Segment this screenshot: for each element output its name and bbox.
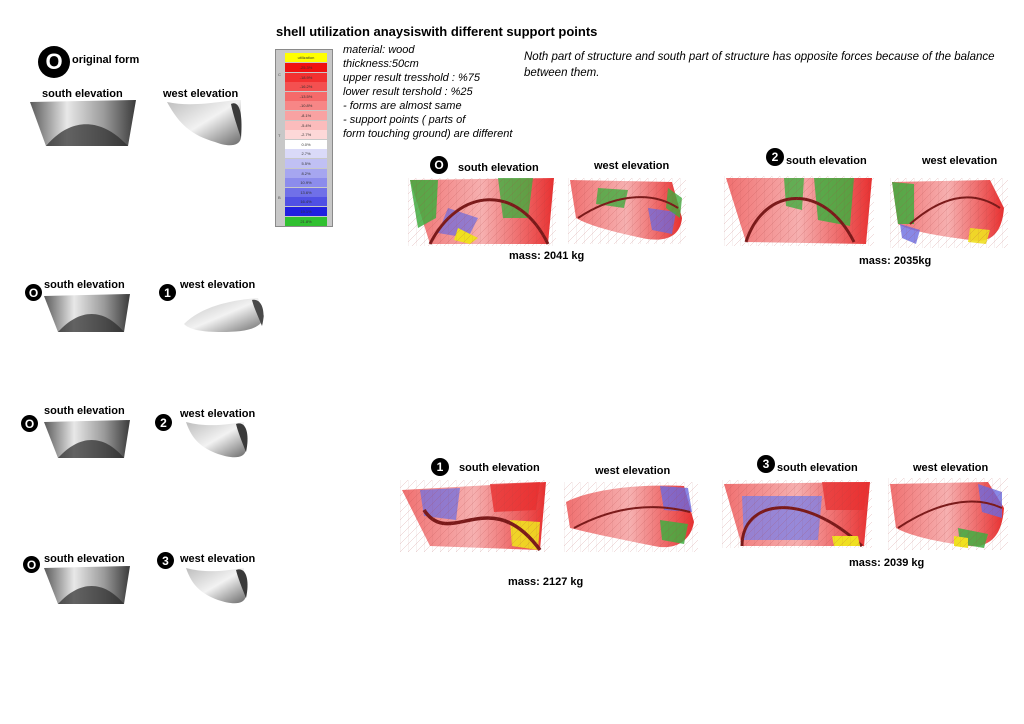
result3-badge: 3 — [757, 455, 775, 473]
legend-row: -8.1% — [285, 111, 327, 120]
original-form-label: original form — [72, 54, 140, 66]
property-note-forms: - forms are almost same — [343, 100, 462, 112]
row2-south-label: south elevation — [44, 405, 125, 417]
legend-row: 8.2% — [285, 168, 327, 178]
utilization-legend: utilization C T B -25.3% -18.9% -16.2% -13.… — [275, 49, 333, 227]
result1-south-analysis — [724, 176, 874, 246]
properties-list: material: wood thickness:50cm upper resu… — [343, 43, 512, 141]
original-west-shell — [167, 100, 242, 146]
row1-south-shell — [44, 294, 130, 332]
original-south-label: south elevation — [42, 88, 123, 100]
row1-west-shell — [184, 298, 264, 332]
legend-row: 21.8% — [285, 216, 327, 226]
result0-west-label: west elevation — [594, 160, 670, 172]
result0-south-label: south elevation — [458, 162, 539, 174]
row1-badge-original: O — [25, 284, 42, 301]
row2-west-label: west elevation — [180, 408, 256, 420]
original-west-label: west elevation — [163, 88, 239, 100]
legend-row: -13.5% — [285, 91, 327, 101]
legend-row: -10.8% — [285, 101, 327, 111]
row2-west-shell — [186, 422, 248, 458]
legend-side-t: T — [278, 133, 281, 138]
legend-row: -25.3% — [285, 63, 327, 72]
legend-row: -5.4% — [285, 120, 327, 130]
property-lower-threshold: lower result tershold : %25 — [343, 86, 473, 98]
row2-badge-original: O — [21, 415, 38, 432]
result3-south-analysis — [722, 480, 872, 548]
result3-south-label: south elevation — [777, 462, 858, 474]
row1-badge-support: 1 — [159, 284, 176, 301]
balance-note: Noth part of structure and south part of… — [524, 51, 995, 79]
result2-west-analysis — [564, 482, 698, 552]
row2-south-shell — [44, 420, 130, 458]
row3-badge-support: 3 — [157, 552, 174, 569]
legend-row: 2.7% — [285, 149, 327, 159]
legend-row: 19.1% — [285, 207, 327, 216]
legend-row: 5.5% — [285, 159, 327, 168]
result3-west-analysis — [888, 478, 1008, 550]
result1-west-label: west elevation — [922, 155, 998, 167]
result2-badge: 1 — [431, 458, 449, 476]
row2-badge-support: 2 — [155, 414, 172, 431]
result2-south-label: south elevation — [459, 462, 540, 474]
legend-row: 13.6% — [285, 187, 327, 197]
legend-row: -18.9% — [285, 72, 327, 82]
row3-south-shell — [44, 566, 130, 604]
result3-west-label: west elevation — [913, 462, 989, 474]
legend-row: -16.2% — [285, 82, 327, 92]
legend-row: -2.7% — [285, 130, 327, 140]
row3-south-label: south elevation — [44, 553, 125, 565]
legend-header: utilization — [285, 53, 327, 62]
legend-row: 16.4% — [285, 197, 327, 207]
row3-west-shell — [186, 568, 248, 604]
property-upper-threshold: upper result tresshold : %75 — [343, 72, 480, 84]
row1-south-label: south elevation — [44, 279, 125, 291]
result3-mass: mass: 2039 kg — [849, 557, 925, 569]
result2-mass: mass: 2127 kg — [508, 576, 584, 588]
legend-row: 0.0% — [285, 139, 327, 149]
result2-south-analysis — [400, 480, 550, 552]
legend-row: 10.9% — [285, 178, 327, 188]
result2-west-label: west elevation — [595, 465, 671, 477]
result0-south-analysis — [408, 178, 556, 246]
result0-mass: mass: 2041 kg — [509, 250, 585, 262]
result1-south-label: south elevation — [786, 155, 867, 167]
original-badge: O — [38, 46, 70, 78]
legend-side-c: C — [278, 72, 281, 77]
legend-side-b: B — [278, 195, 281, 200]
result1-mass: mass: 2035kg — [859, 255, 932, 267]
row1-west-label: west elevation — [180, 279, 256, 291]
property-material: material: wood — [343, 44, 415, 56]
original-south-shell — [30, 100, 136, 146]
result0-west-analysis — [568, 178, 686, 244]
row3-badge-original: O — [23, 556, 40, 573]
page-title: shell utilization anaysiswith different … — [276, 24, 598, 39]
property-thickness: thickness:50cm — [343, 58, 419, 70]
property-note-support: - support points ( parts of — [343, 114, 466, 126]
result1-west-analysis — [890, 178, 1008, 248]
result1-badge: 2 — [766, 148, 784, 166]
property-note-support-cont: form touching ground) are different — [343, 128, 513, 140]
result0-badge: O — [430, 156, 448, 174]
row3-west-label: west elevation — [180, 553, 256, 565]
